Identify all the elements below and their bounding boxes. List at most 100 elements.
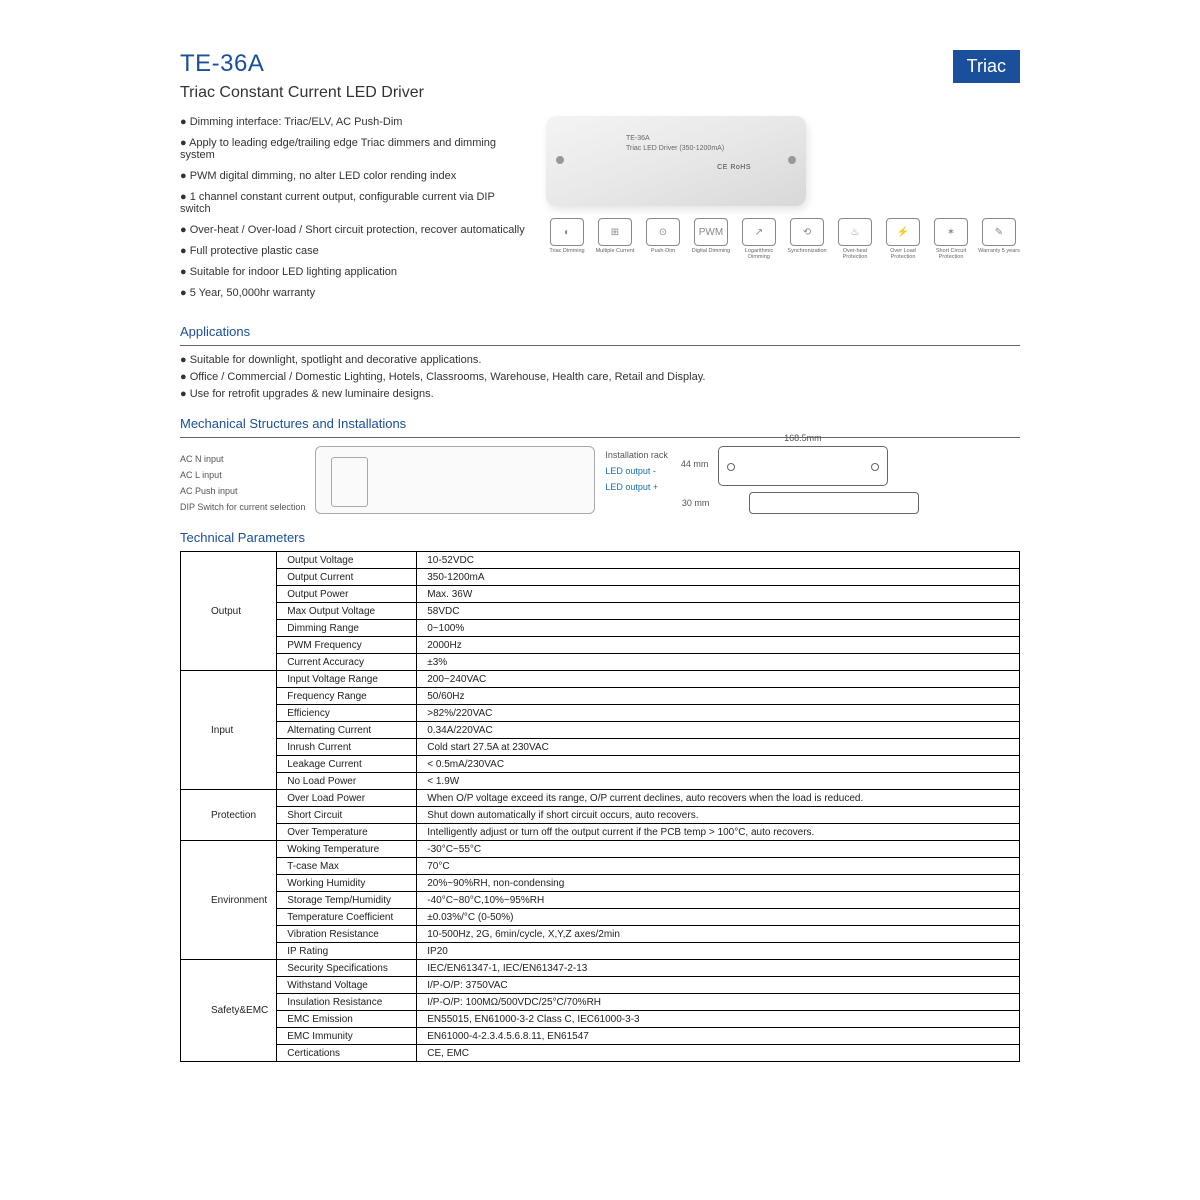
table-row: ProtectionOver Load PowerWhen O/P voltag… [181, 790, 1020, 807]
feature-item: 5 Year, 50,000hr warranty [180, 287, 526, 299]
icon-label: Over Load Protection [882, 248, 924, 260]
table-row: Storage Temp/Humidity-40°C~80°C,10%~95%R… [181, 892, 1020, 909]
feature-icon: ⊙ Push-Dim [642, 218, 684, 266]
table-row: PWM Frequency2000Hz [181, 637, 1020, 654]
feature-icon: ✶ Short Circuit Protection [930, 218, 972, 266]
output-label: LED output - [605, 466, 668, 476]
param-cell: Storage Temp/Humidity [277, 892, 417, 909]
product-photo: TE-36A Triac LED Driver (350-1200mA) CE … [546, 116, 806, 206]
param-cell: Certications [277, 1045, 417, 1062]
icon-label: Logarithmic Dimming [738, 248, 780, 260]
param-cell: Withstand Voltage [277, 977, 417, 994]
input-label: AC L input [180, 470, 305, 480]
output-label: Installation rack [605, 450, 668, 460]
param-cell: EMC Immunity [277, 1028, 417, 1045]
feature-icon: ◐Triac Dimming [546, 218, 588, 266]
feature-item: Full protective plastic case [180, 245, 526, 257]
param-cell: IP Rating [277, 943, 417, 960]
table-row: OutputOutput Voltage10-52VDC [181, 552, 1020, 569]
value-cell: I/P-O/P: 100MΩ/500VDC/25°C/70%RH [417, 994, 1020, 1011]
triac-badge: Triac [953, 50, 1020, 83]
value-cell: 10-500Hz, 2G, 6min/cycle, X,Y,Z axes/2mi… [417, 926, 1020, 943]
param-cell: Efficiency [277, 705, 417, 722]
table-row: Alternating Current0.34A/220VAC [181, 722, 1020, 739]
mechanical-diagram: AC N inputAC L inputAC Push inputDIP Swi… [180, 446, 1020, 514]
divider [180, 437, 1020, 438]
table-row: Dimming Range0~100% [181, 620, 1020, 637]
value-cell: Cold start 27.5A at 230VAC [417, 739, 1020, 756]
top-view: 168.5mm 44 mm [718, 446, 888, 486]
table-row: Short CircuitShut down automatically if … [181, 807, 1020, 824]
feature-icon: ✎Warranty 5 years [978, 218, 1020, 266]
table-row: Working Humidity20%~90%RH, non-condensin… [181, 875, 1020, 892]
value-cell: 58VDC [417, 603, 1020, 620]
feature-icon: ⚡ Over Load Protection [882, 218, 924, 266]
table-row: T-case Max70°C [181, 858, 1020, 875]
table-row: Efficiency>82%/220VAC [181, 705, 1020, 722]
param-cell: Woking Temperature [277, 841, 417, 858]
value-cell: I/P-O/P: 3750VAC [417, 977, 1020, 994]
table-row: EMC EmissionEN55015, EN61000-3-2 Class C… [181, 1011, 1020, 1028]
value-cell: ±0.03%/°C (0-50%) [417, 909, 1020, 926]
warranty-5-years-icon: ✎ [982, 218, 1016, 246]
product-label-model: TE-36A [626, 135, 650, 142]
height-dimension: 44 mm [681, 459, 709, 469]
feature-item: Dimming interface: Triac/ELV, AC Push-Di… [180, 116, 526, 128]
value-cell: EN61000-4-2.3.4.5.6.8.11, EN61547 [417, 1028, 1020, 1045]
value-cell: < 0.5mA/230VAC [417, 756, 1020, 773]
parameters-table: OutputOutput Voltage10-52VDCOutput Curre… [180, 551, 1020, 1062]
table-row: Output Current350-1200mA [181, 569, 1020, 586]
value-cell: 0~100% [417, 620, 1020, 637]
digital-dimming-icon: PWM [694, 218, 728, 246]
feature-icon: ↗Logarithmic Dimming [738, 218, 780, 266]
param-cell: Working Humidity [277, 875, 417, 892]
value-cell: Shut down automatically if short circuit… [417, 807, 1020, 824]
synchronization-icon: ⟲ [790, 218, 824, 246]
push-dim-icon: ⊙ [646, 218, 680, 246]
value-cell: 0.34A/220VAC [417, 722, 1020, 739]
top-section: Dimming interface: Triac/ELV, AC Push-Di… [180, 116, 1020, 308]
group-cell: Input [181, 671, 277, 790]
feature-item: Suitable for indoor LED lighting applica… [180, 266, 526, 278]
param-cell: PWM Frequency [277, 637, 417, 654]
icon-label: Short Circuit Protection [930, 248, 972, 260]
triac-dimming-icon: ◐ [550, 218, 584, 246]
feature-item: PWM digital dimming, no alter LED color … [180, 170, 526, 182]
over-heat-protection-icon: ♨ [838, 218, 872, 246]
table-row: IP RatingIP20 [181, 943, 1020, 960]
value-cell: EN55015, EN61000-3-2 Class C, IEC61000-3… [417, 1011, 1020, 1028]
param-cell: Over Load Power [277, 790, 417, 807]
application-item: Office / Commercial / Domestic Lighting,… [180, 371, 1020, 383]
table-row: Temperature Coefficient±0.03%/°C (0-50%) [181, 909, 1020, 926]
value-cell: 10-52VDC [417, 552, 1020, 569]
value-cell: >82%/220VAC [417, 705, 1020, 722]
table-row: Output PowerMax. 36W [181, 586, 1020, 603]
table-row: Over TemperatureIntelligently adjust or … [181, 824, 1020, 841]
table-row: Leakage Current< 0.5mA/230VAC [181, 756, 1020, 773]
table-row: CerticationsCE, EMC [181, 1045, 1020, 1062]
table-row: Safety&EMCSecurity SpecificationsIEC/EN6… [181, 960, 1020, 977]
output-label: LED output + [605, 482, 668, 492]
param-cell: Vibration Resistance [277, 926, 417, 943]
over-load-protection-icon: ⚡ [886, 218, 920, 246]
icon-label: Push-Dim [651, 248, 675, 254]
short-circuit-protection-icon: ✶ [934, 218, 968, 246]
device-outline [315, 446, 595, 514]
icon-label: Over-heat Protection [834, 248, 876, 260]
table-row: Vibration Resistance10-500Hz, 2G, 6min/c… [181, 926, 1020, 943]
value-cell: -40°C~80°C,10%~95%RH [417, 892, 1020, 909]
param-cell: Output Voltage [277, 552, 417, 569]
multiple-current-icon: ⊞ [598, 218, 632, 246]
value-cell: Max. 36W [417, 586, 1020, 603]
value-cell: ±3% [417, 654, 1020, 671]
feature-item: Over-heat / Over-load / Short circuit pr… [180, 224, 526, 236]
param-cell: Alternating Current [277, 722, 417, 739]
param-cell: No Load Power [277, 773, 417, 790]
group-cell: Output [181, 552, 277, 671]
applications-heading: Applications [180, 324, 1020, 339]
width-dimension: 168.5mm [784, 433, 822, 443]
input-label: AC Push input [180, 486, 305, 496]
param-cell: Frequency Range [277, 688, 417, 705]
param-cell: Over Temperature [277, 824, 417, 841]
param-cell: Current Accuracy [277, 654, 417, 671]
